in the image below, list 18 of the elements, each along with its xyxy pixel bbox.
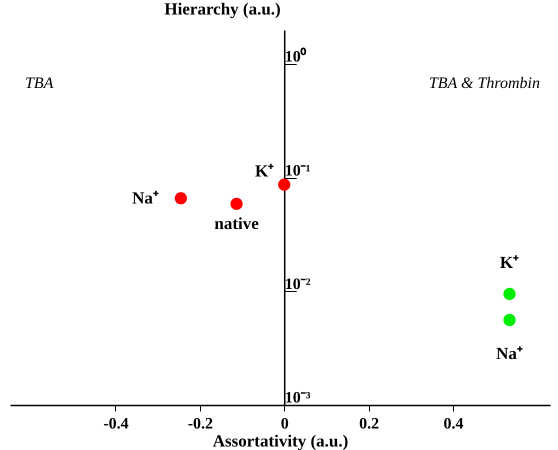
annotation: native [214,214,260,233]
x-tick-label: 0.4 [443,416,464,432]
x-axis-title: Assortativity (a.u.) [212,432,348,450]
annotation: Na⁺ [132,188,159,208]
annotation: TBA & Thrombin [428,75,540,92]
y-tick-label: 10⁻³ [284,390,311,406]
annotation: TBA [25,75,54,92]
x-tick-label: 0 [280,416,289,432]
annotation: K⁺ [500,252,520,272]
y-tick-label: 10⁻¹ [284,162,311,180]
y-tick-label: 10⁻² [284,276,311,293]
annotation: Na⁺ [496,344,523,364]
x-tick-label: -0.2 [188,416,214,432]
x-tick-label: -0.4 [103,416,129,432]
annotation: K⁺ [254,162,274,181]
y-axis-title: Hierarchy (a.u.) [164,0,281,18]
x-tick-label: 0.2 [359,416,380,432]
y-tick-label: 10⁰ [284,48,307,66]
